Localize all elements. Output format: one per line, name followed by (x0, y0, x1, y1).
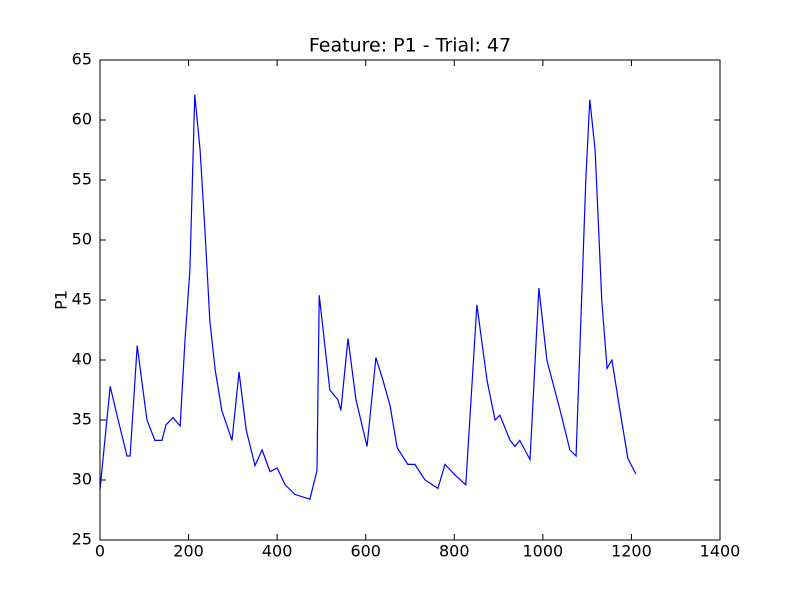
x-tick-label: 600 (350, 542, 381, 561)
x-tick-label: 0 (95, 542, 105, 561)
y-tick-label: 40 (72, 350, 92, 369)
plot-frame (99, 59, 721, 541)
y-tick-label: 55 (72, 170, 92, 189)
x-tick-label: 1400 (700, 542, 741, 561)
x-tick-label: 1200 (611, 542, 652, 561)
y-tick-label: 50 (72, 230, 92, 249)
y-tick-label: 45 (72, 290, 92, 309)
y-axis-label: P1 (52, 290, 71, 310)
y-tick-label: 25 (72, 530, 92, 549)
data-line (99, 94, 637, 500)
y-tick-label: 30 (72, 470, 92, 489)
y-tick-label: 65 (72, 50, 92, 69)
chart-title: Feature: P1 - Trial: 47 (309, 35, 511, 57)
x-tick-label: 200 (173, 542, 204, 561)
x-tick-label: 800 (439, 542, 470, 561)
y-tick-label: 60 (72, 110, 92, 129)
x-tick-label: 400 (262, 542, 293, 561)
y-tick-label: 35 (72, 410, 92, 429)
x-tick-label: 1000 (522, 542, 563, 561)
